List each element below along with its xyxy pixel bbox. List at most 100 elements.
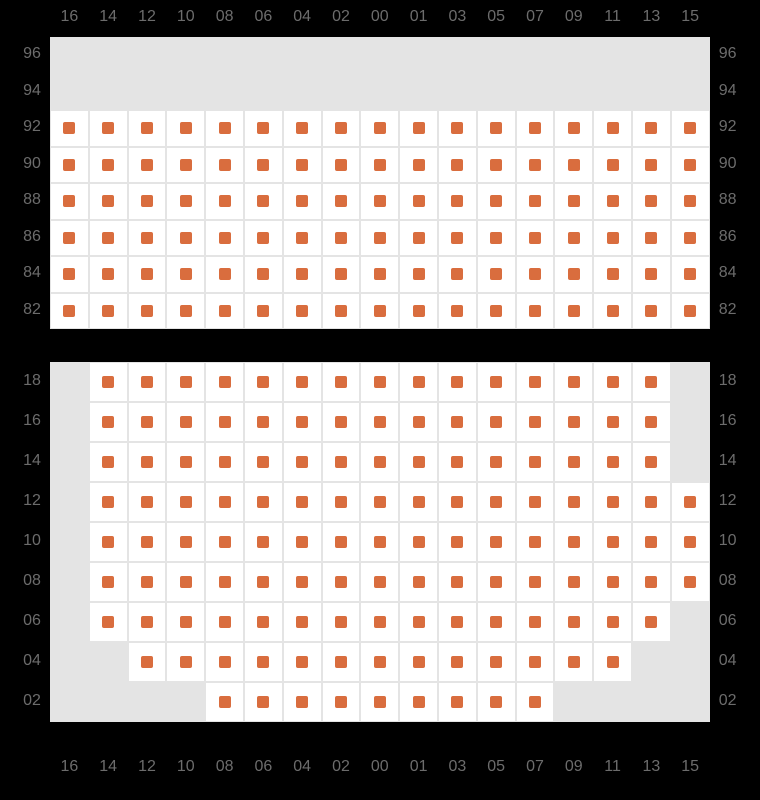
seat-cell[interactable] [205, 362, 244, 402]
seat-cell[interactable] [593, 442, 632, 482]
seat-cell[interactable] [554, 402, 593, 442]
seat-cell[interactable] [516, 110, 555, 147]
seat-cell[interactable] [593, 362, 632, 402]
seat-cell[interactable] [89, 147, 128, 184]
seat-cell[interactable] [477, 293, 516, 330]
seat-cell[interactable] [399, 256, 438, 293]
seat-cell[interactable] [399, 362, 438, 402]
seat-cell[interactable] [244, 147, 283, 184]
seat-cell[interactable] [128, 362, 167, 402]
seat-cell[interactable] [438, 482, 477, 522]
seat-cell[interactable] [322, 220, 361, 257]
seat-cell[interactable] [283, 147, 322, 184]
seat-cell[interactable] [593, 183, 632, 220]
seat-cell[interactable] [166, 602, 205, 642]
seat-cell[interactable] [399, 402, 438, 442]
seat-cell[interactable] [128, 110, 167, 147]
seat-cell[interactable] [166, 482, 205, 522]
seat-cell[interactable] [89, 220, 128, 257]
seat-cell[interactable] [632, 110, 671, 147]
seat-cell[interactable] [399, 147, 438, 184]
seat-cell[interactable] [89, 110, 128, 147]
seat-cell[interactable] [516, 402, 555, 442]
seat-cell[interactable] [438, 110, 477, 147]
seat-cell[interactable] [671, 147, 710, 184]
seat-cell[interactable] [166, 642, 205, 682]
seat-cell[interactable] [244, 682, 283, 722]
seat-cell[interactable] [89, 362, 128, 402]
seat-cell[interactable] [554, 602, 593, 642]
seat-cell[interactable] [322, 602, 361, 642]
seat-cell[interactable] [89, 293, 128, 330]
seat-cell[interactable] [632, 293, 671, 330]
seat-cell[interactable] [360, 482, 399, 522]
seat-cell[interactable] [632, 562, 671, 602]
seat-cell[interactable] [399, 220, 438, 257]
seat-cell[interactable] [244, 293, 283, 330]
seat-cell[interactable] [322, 256, 361, 293]
seat-cell[interactable] [128, 442, 167, 482]
seat-cell[interactable] [283, 682, 322, 722]
seat-cell[interactable] [50, 256, 89, 293]
seat-cell[interactable] [477, 183, 516, 220]
seat-cell[interactable] [593, 522, 632, 562]
seat-cell[interactable] [477, 482, 516, 522]
seat-cell[interactable] [671, 293, 710, 330]
seat-cell[interactable] [360, 220, 399, 257]
seat-cell[interactable] [671, 183, 710, 220]
seat-cell[interactable] [593, 482, 632, 522]
seat-cell[interactable] [477, 682, 516, 722]
seat-cell[interactable] [593, 110, 632, 147]
seat-cell[interactable] [671, 522, 710, 562]
seat-cell[interactable] [593, 147, 632, 184]
seat-cell[interactable] [360, 293, 399, 330]
seat-cell[interactable] [283, 183, 322, 220]
seat-cell[interactable] [477, 147, 516, 184]
seat-cell[interactable] [89, 402, 128, 442]
seat-cell[interactable] [632, 147, 671, 184]
seat-cell[interactable] [554, 482, 593, 522]
seat-cell[interactable] [477, 642, 516, 682]
seat-cell[interactable] [205, 442, 244, 482]
seat-cell[interactable] [593, 642, 632, 682]
seat-cell[interactable] [244, 220, 283, 257]
seat-cell[interactable] [438, 293, 477, 330]
seat-cell[interactable] [632, 442, 671, 482]
seat-cell[interactable] [593, 256, 632, 293]
seat-cell[interactable] [166, 562, 205, 602]
seat-cell[interactable] [128, 183, 167, 220]
seat-cell[interactable] [477, 362, 516, 402]
seat-cell[interactable] [283, 482, 322, 522]
seat-cell[interactable] [283, 256, 322, 293]
seat-cell[interactable] [360, 642, 399, 682]
seat-cell[interactable] [50, 293, 89, 330]
seat-cell[interactable] [438, 682, 477, 722]
seat-cell[interactable] [399, 110, 438, 147]
seat-cell[interactable] [516, 293, 555, 330]
seat-cell[interactable] [477, 256, 516, 293]
seat-cell[interactable] [399, 562, 438, 602]
seat-cell[interactable] [399, 522, 438, 562]
seat-cell[interactable] [516, 482, 555, 522]
seat-cell[interactable] [283, 642, 322, 682]
seat-cell[interactable] [360, 562, 399, 602]
seat-cell[interactable] [89, 442, 128, 482]
seat-cell[interactable] [283, 362, 322, 402]
seat-cell[interactable] [477, 522, 516, 562]
seat-cell[interactable] [671, 482, 710, 522]
seat-cell[interactable] [166, 522, 205, 562]
seat-cell[interactable] [554, 256, 593, 293]
seat-cell[interactable] [360, 442, 399, 482]
seat-cell[interactable] [477, 442, 516, 482]
seat-cell[interactable] [554, 642, 593, 682]
seat-cell[interactable] [554, 522, 593, 562]
seat-cell[interactable] [128, 147, 167, 184]
seat-cell[interactable] [205, 256, 244, 293]
seat-cell[interactable] [244, 110, 283, 147]
seat-cell[interactable] [166, 183, 205, 220]
seat-cell[interactable] [516, 642, 555, 682]
seat-cell[interactable] [322, 362, 361, 402]
seat-cell[interactable] [166, 442, 205, 482]
seat-cell[interactable] [166, 110, 205, 147]
seat-cell[interactable] [205, 220, 244, 257]
